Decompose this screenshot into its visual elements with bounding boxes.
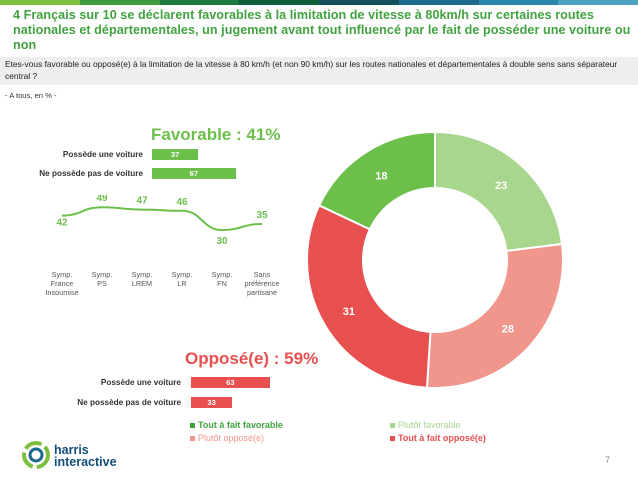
legend-item-plutot-oppose: Plutôt opposé(e) — [190, 433, 264, 443]
donut-value-label: 31 — [343, 306, 355, 318]
donut-chart: 18 23 28 31 — [306, 130, 564, 389]
party-value-label: 35 — [256, 210, 268, 221]
question-box — [0, 57, 638, 85]
party-value-label: 46 — [176, 197, 188, 208]
legend-item-tout-oppose: Tout à fait opposé(e) — [390, 433, 486, 443]
brand-name: harris interactive — [54, 443, 117, 469]
party-value-label: 42 — [56, 218, 68, 229]
opp-bar-label-car: Possède une voiture — [100, 378, 181, 387]
party-category-label: Symp. LREM — [132, 270, 153, 288]
opp-bar-nocar: 33 — [191, 397, 233, 408]
party-value-label: 47 — [136, 196, 148, 207]
page-number: 7 — [605, 455, 611, 465]
donut-slice-plutot-favorable — [434, 130, 564, 253]
donut-value-label: 18 — [375, 171, 387, 183]
favorable-title: Favorable : 41% — [151, 125, 281, 144]
legend-item-tout-favorable: Tout à fait favorable — [190, 420, 283, 430]
opp-bar-car: 63 — [191, 377, 270, 388]
base-note: - A tous, en % - — [5, 91, 57, 100]
top-color-bar — [0, 0, 638, 5]
party-category-label: Symp. PS — [92, 270, 113, 288]
party-category-label: Symp. France Insoumise — [45, 270, 78, 297]
harris-interactive-logo-icon — [22, 441, 50, 469]
opp-bar-label-nocar: Ne possède pas de voiture — [77, 398, 181, 407]
donut-slice-plutot-oppose — [425, 242, 564, 389]
fav-bar-nocar: 67 — [152, 168, 236, 179]
donut-value-label: 23 — [495, 180, 507, 192]
donut-slice-tout-oppose — [306, 204, 432, 389]
party-value-label: 30 — [216, 236, 228, 247]
party-category-label: Symp. LR — [172, 270, 193, 288]
slide-title: 4 Français sur 10 se déclarent favorable… — [13, 8, 631, 52]
legend-item-plutot-favorable: Plutôt favorable — [390, 420, 461, 430]
question-text: Etes-vous favorable ou opposé(e) à la li… — [5, 59, 618, 81]
donut-value-label: 28 — [502, 323, 514, 335]
party-line — [61, 206, 263, 232]
party-category-label: Sans préférence partisane — [245, 270, 280, 297]
opposed-title: Opposé(e) : 59% — [185, 349, 319, 368]
fav-bar-label-nocar: Ne possède pas de voiture — [39, 169, 143, 178]
fav-bar-car: 37 — [152, 149, 199, 160]
party-category-label: Symp. FN — [212, 270, 233, 288]
fav-bar-label-car: Possède une voiture — [62, 150, 143, 159]
party-value-label: 49 — [96, 195, 108, 204]
party-line-chart: 42 49 47 46 30 35 Symp. France Insoumise Symp. PS… — [45, 195, 280, 297]
